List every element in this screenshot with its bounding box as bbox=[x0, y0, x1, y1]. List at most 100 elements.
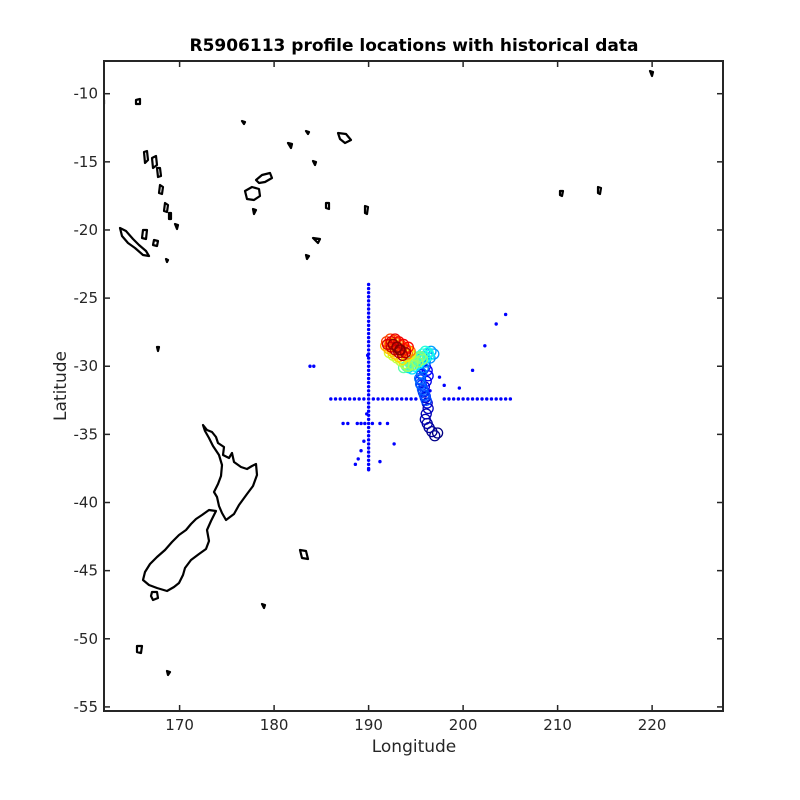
profile-point bbox=[416, 383, 429, 396]
coastline-new-zealand-north bbox=[201, 423, 259, 522]
y-tick-label: -45 bbox=[74, 562, 99, 580]
profile-point bbox=[396, 349, 409, 361]
historical-point bbox=[353, 462, 358, 467]
historical-point bbox=[366, 458, 371, 462]
coastline-new-zealand-south bbox=[141, 508, 218, 593]
x-tick-label: 210 bbox=[543, 716, 572, 734]
historical-point bbox=[370, 421, 375, 426]
coastline-map bbox=[104, 69, 655, 677]
x-axis-label: Longitude bbox=[372, 737, 457, 757]
historical-point bbox=[366, 450, 371, 454]
y-axis: -10 -15 -20 -25 -30 -35 -40 -45 -50 -55 bbox=[74, 85, 723, 716]
historical-point bbox=[395, 397, 399, 401]
historical-point bbox=[503, 312, 508, 317]
historical-point bbox=[366, 389, 371, 393]
historical-point bbox=[366, 417, 371, 422]
historical-point bbox=[366, 438, 371, 442]
historical-point bbox=[346, 421, 350, 426]
historical-point bbox=[366, 364, 371, 368]
historical-point bbox=[442, 397, 446, 401]
y-tick-label: -35 bbox=[74, 425, 99, 443]
historical-point bbox=[366, 372, 371, 377]
historical-point bbox=[366, 327, 371, 332]
historical-point bbox=[366, 462, 371, 467]
historical-point bbox=[456, 397, 461, 401]
historical-point bbox=[366, 454, 371, 458]
historical-point bbox=[475, 397, 479, 401]
historical-point bbox=[338, 397, 342, 401]
coastline-new-caledonia bbox=[118, 226, 151, 258]
historical-point bbox=[365, 412, 369, 416]
historical-point bbox=[485, 397, 489, 401]
historical-point bbox=[366, 323, 371, 328]
historical-point bbox=[363, 421, 367, 426]
y-tick-label: -20 bbox=[74, 221, 99, 239]
coastline-fiji-vanua-levu bbox=[254, 171, 274, 185]
historical-point bbox=[366, 429, 371, 434]
historical-point bbox=[366, 393, 371, 397]
historical-point bbox=[366, 303, 371, 307]
y-axis-label: Latitude bbox=[51, 351, 71, 421]
historical-point bbox=[329, 397, 333, 401]
historical-point bbox=[381, 397, 385, 401]
y-tick-label: -15 bbox=[74, 153, 99, 171]
profile-point bbox=[394, 344, 406, 356]
historical-point bbox=[356, 457, 360, 461]
profile-point bbox=[418, 389, 431, 401]
y-tick-label: -40 bbox=[74, 494, 99, 512]
x-tick-label: 220 bbox=[638, 716, 667, 734]
coastline-samoa bbox=[336, 131, 353, 145]
historical-point bbox=[483, 344, 487, 348]
historical-point bbox=[343, 397, 347, 401]
historical-point bbox=[357, 397, 361, 401]
historical-point bbox=[437, 375, 442, 379]
historical-point bbox=[366, 331, 371, 336]
historical-point bbox=[499, 397, 503, 401]
historical-point bbox=[494, 322, 498, 326]
historical-point bbox=[390, 397, 394, 401]
historical-point bbox=[470, 397, 475, 401]
historical-point bbox=[312, 364, 316, 368]
profile-point bbox=[419, 413, 431, 426]
profile-point bbox=[413, 372, 426, 385]
historical-point bbox=[355, 421, 359, 426]
historical-point bbox=[466, 397, 470, 401]
historical-point bbox=[366, 380, 371, 385]
historical-point bbox=[341, 421, 345, 426]
historical-point bbox=[366, 442, 371, 446]
historical-point bbox=[508, 397, 513, 401]
historical-point bbox=[366, 335, 371, 340]
historical-point bbox=[366, 434, 371, 438]
historical-point bbox=[409, 397, 413, 401]
historical-point bbox=[366, 356, 371, 360]
axes-box bbox=[103, 60, 724, 712]
profile-point bbox=[420, 394, 432, 406]
historical-point bbox=[494, 397, 498, 401]
profile-point bbox=[414, 351, 427, 363]
historical-point bbox=[366, 384, 371, 389]
historical-point bbox=[480, 397, 484, 401]
historical-point bbox=[392, 442, 396, 446]
historical-point bbox=[376, 397, 380, 401]
historical-point bbox=[378, 459, 382, 464]
profile-point bbox=[407, 359, 419, 371]
y-tick-label: -30 bbox=[74, 357, 99, 375]
historical-point bbox=[366, 409, 371, 413]
coastline-vanuatu bbox=[140, 149, 173, 248]
profile-point bbox=[422, 402, 434, 415]
historical-point bbox=[366, 368, 371, 373]
coastline-fiji bbox=[243, 185, 262, 202]
historical-point bbox=[308, 364, 312, 368]
y-tick-label: -10 bbox=[74, 85, 99, 103]
historical-point bbox=[385, 421, 390, 426]
historical-point bbox=[371, 397, 376, 401]
profile-point bbox=[420, 408, 432, 420]
x-tick-label: 190 bbox=[354, 716, 383, 734]
historical-point bbox=[366, 348, 371, 352]
profile-locations bbox=[379, 333, 444, 442]
y-tick-label: -55 bbox=[74, 698, 99, 716]
historical-point bbox=[489, 397, 494, 401]
historical-point bbox=[366, 319, 371, 323]
profile-point bbox=[391, 341, 403, 353]
